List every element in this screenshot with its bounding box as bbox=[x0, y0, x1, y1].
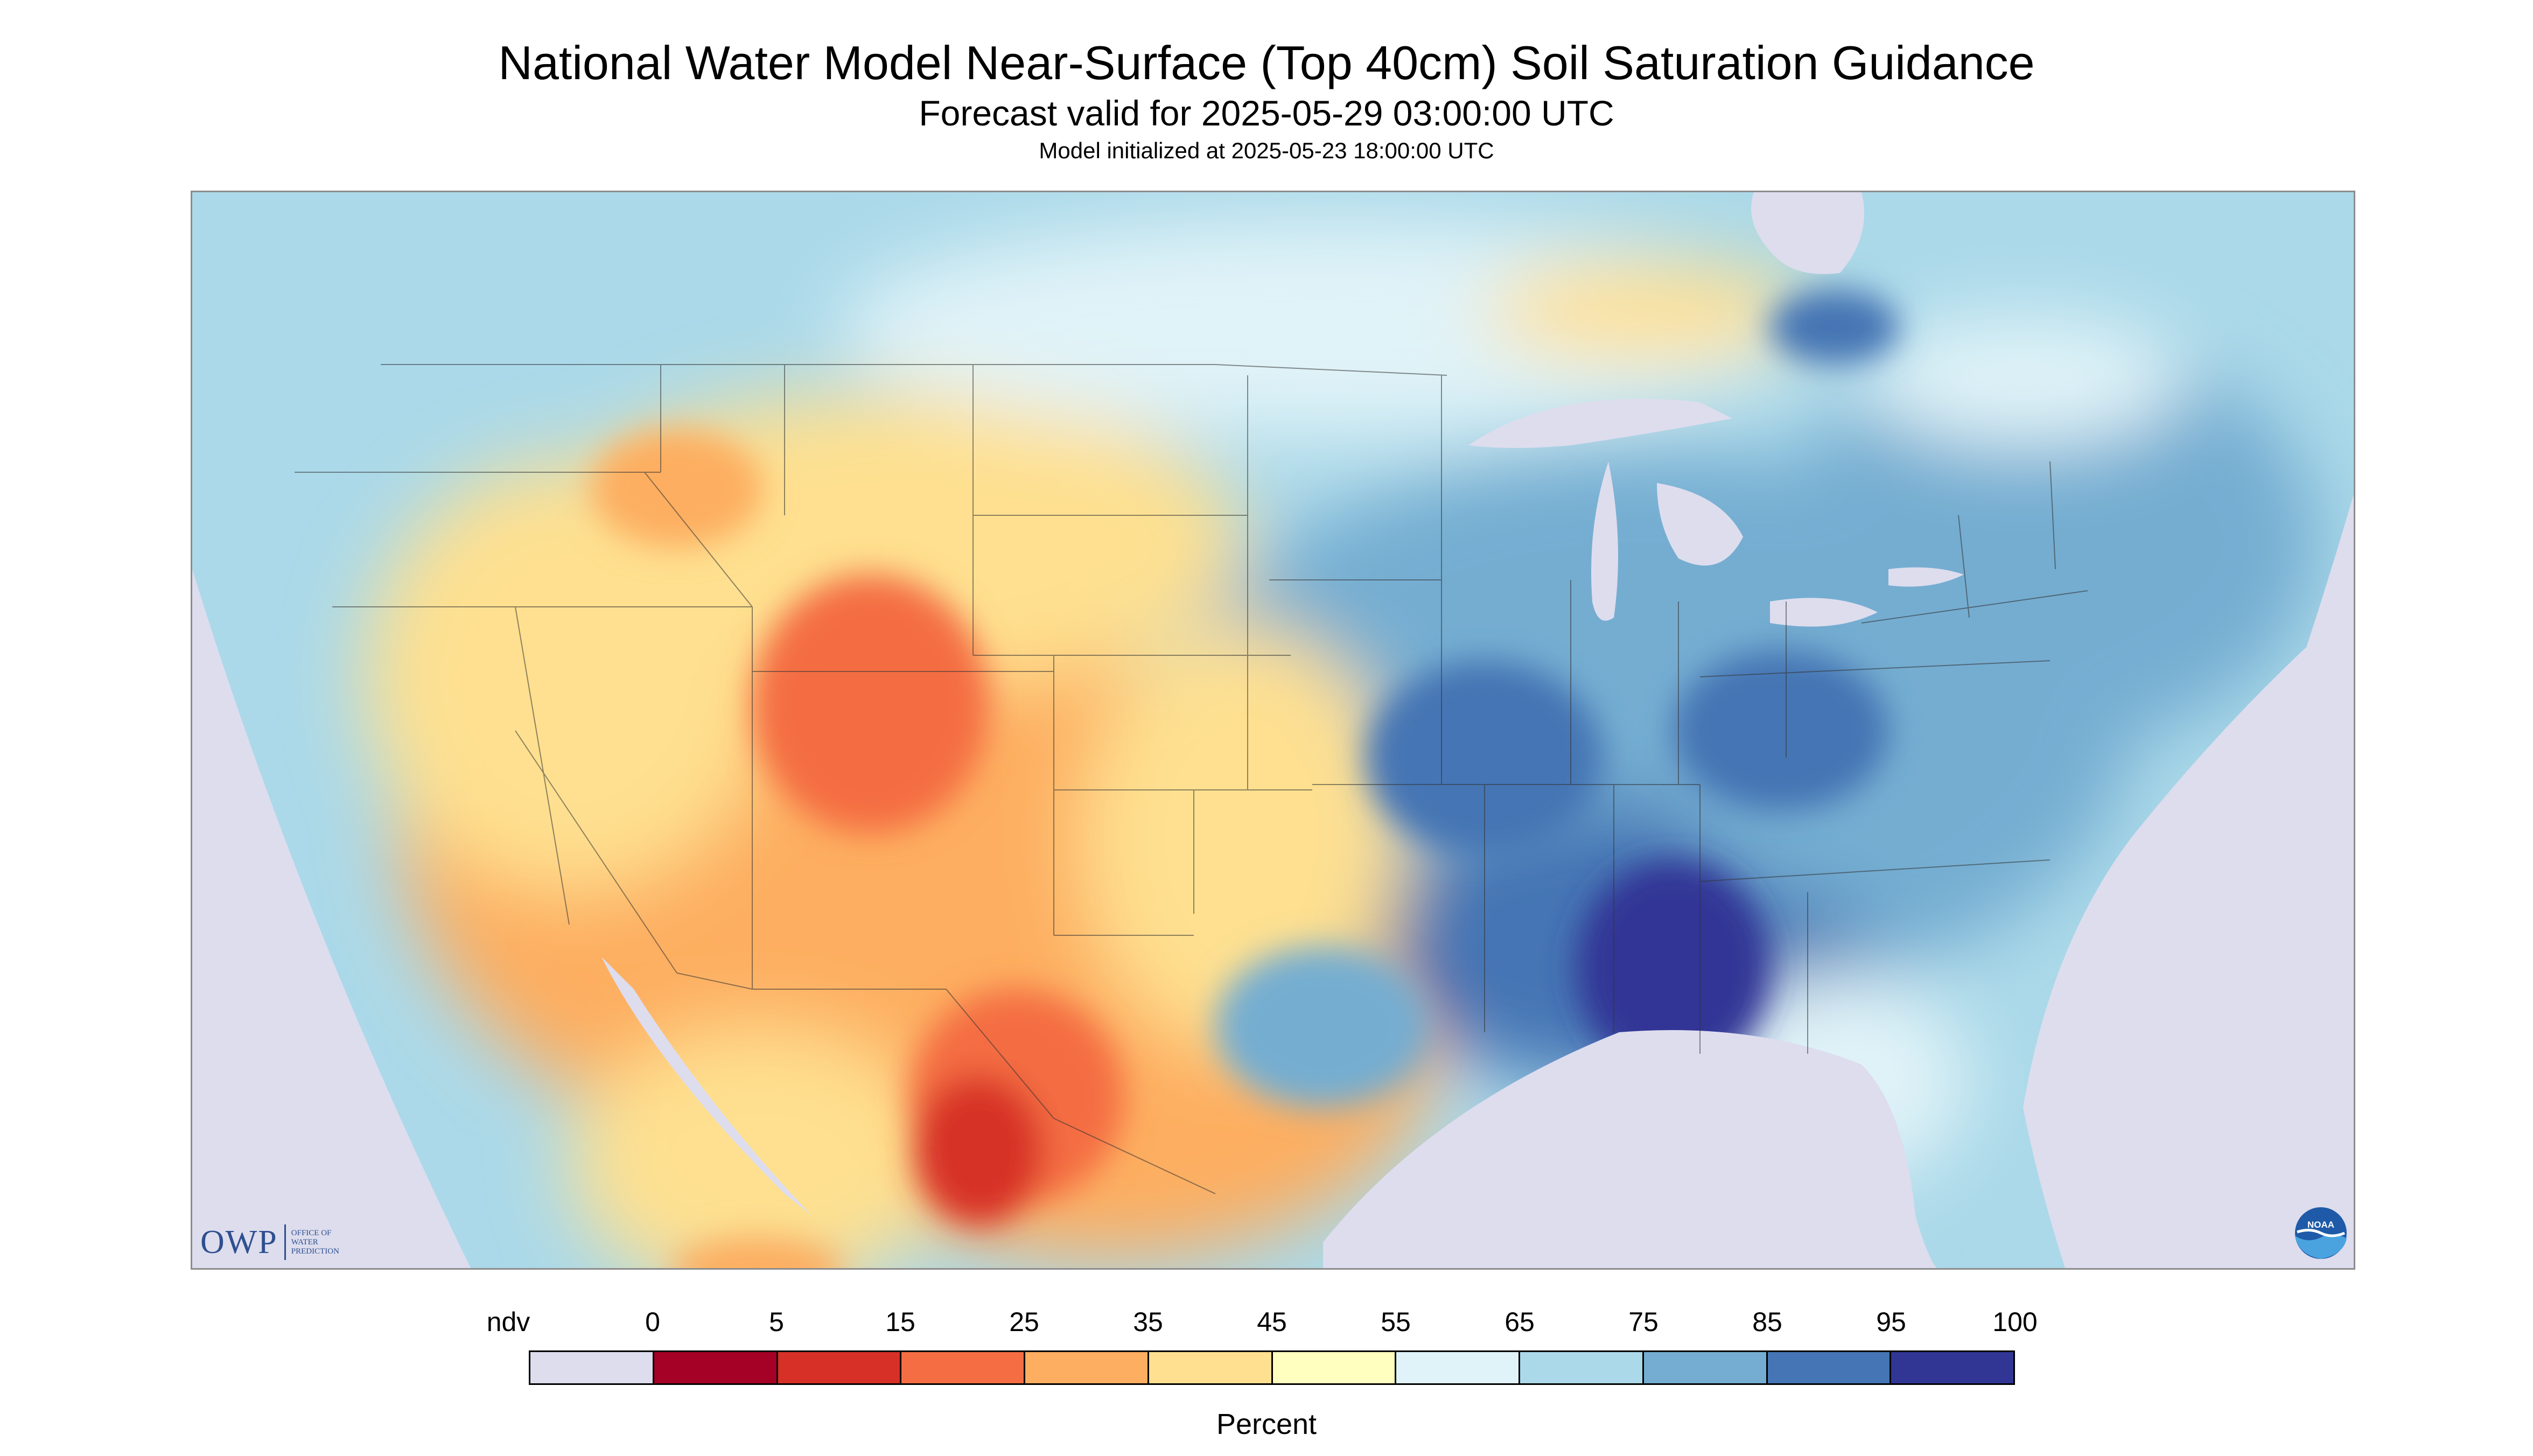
model-init-time: Model initialized at 2025-05-23 18:00:00… bbox=[1039, 138, 1494, 163]
legend-swatch bbox=[1891, 1352, 2013, 1383]
state-boundaries bbox=[295, 364, 2088, 1194]
legend-label: 75 bbox=[1628, 1307, 1659, 1337]
lake-superior bbox=[1468, 398, 1732, 448]
legend-label: 55 bbox=[1381, 1307, 1411, 1337]
legend-label: 25 bbox=[1009, 1307, 1039, 1337]
legend-unit: Percent bbox=[1216, 1408, 1317, 1440]
noaa-logo-text: NOAA bbox=[2307, 1220, 2334, 1230]
legend-swatch bbox=[530, 1352, 654, 1383]
legend-label: 15 bbox=[885, 1307, 915, 1337]
legend-swatch bbox=[1520, 1352, 1644, 1383]
hudson-bay bbox=[1751, 192, 1864, 274]
legend-swatch bbox=[778, 1352, 902, 1383]
owp-logo-subtext: OFFICE OF WATER PREDICTION bbox=[291, 1229, 339, 1256]
gulf-of-california bbox=[601, 957, 811, 1215]
map-title: National Water Model Near-Surface (Top 4… bbox=[498, 36, 2035, 89]
owp-subtext-line: PREDICTION bbox=[291, 1247, 339, 1256]
soil-saturation-map[interactable] bbox=[191, 191, 2355, 1270]
owp-logo-divider bbox=[284, 1224, 286, 1260]
owp-logo: OWP OFFICE OF WATER PREDICTION bbox=[200, 1223, 339, 1261]
water-bodies bbox=[192, 192, 2354, 1268]
legend-label: 85 bbox=[1752, 1307, 1782, 1337]
legend-color-bar bbox=[529, 1350, 2015, 1385]
legend-label: 0 bbox=[645, 1307, 660, 1337]
atlantic-ocean bbox=[2023, 604, 2354, 1268]
legend-label: ndv bbox=[486, 1307, 530, 1337]
map-canvas bbox=[192, 192, 2354, 1268]
legend-swatch bbox=[654, 1352, 778, 1383]
legend-swatch bbox=[1272, 1352, 1397, 1383]
owp-subtext-line: OFFICE OF bbox=[291, 1228, 332, 1237]
legend-label: 65 bbox=[1505, 1307, 1535, 1337]
legend-label: 95 bbox=[1876, 1307, 1906, 1337]
lake-michigan bbox=[1591, 461, 1618, 621]
noaa-logo-icon: NOAA bbox=[2295, 1207, 2347, 1259]
legend-swatch bbox=[1643, 1352, 1768, 1383]
legend-swatch bbox=[1767, 1352, 1892, 1383]
lake-erie bbox=[1770, 598, 1878, 627]
legend-label: 5 bbox=[769, 1307, 784, 1337]
lake-ontario bbox=[1888, 567, 1964, 587]
gulf-of-mexico bbox=[1323, 1030, 1937, 1268]
legend-swatch bbox=[1149, 1352, 1273, 1383]
owp-subtext-line: WATER bbox=[291, 1237, 318, 1247]
pacific-ocean bbox=[192, 569, 471, 1268]
lake-huron bbox=[1657, 483, 1743, 566]
owp-logo-mark: OWP bbox=[200, 1223, 278, 1261]
legend-swatch bbox=[1396, 1352, 1520, 1383]
legend-label: 35 bbox=[1133, 1307, 1163, 1337]
legend-label: 45 bbox=[1257, 1307, 1287, 1337]
legend-label: 100 bbox=[1992, 1307, 2038, 1337]
legend-swatch bbox=[1025, 1352, 1149, 1383]
legend-swatch bbox=[901, 1352, 1025, 1383]
forecast-valid-time: Forecast valid for 2025-05-29 03:00:00 U… bbox=[919, 93, 1614, 133]
